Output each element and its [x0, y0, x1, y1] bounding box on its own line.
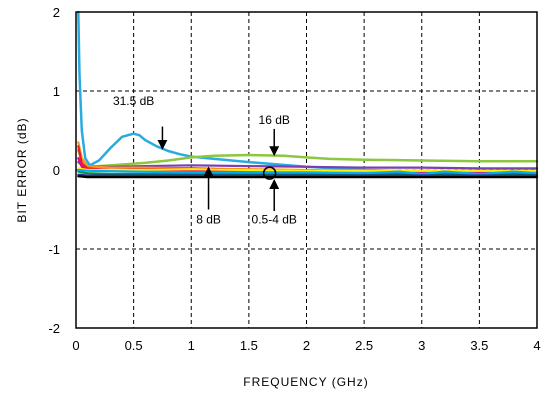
x-tick-label: 2	[303, 338, 310, 353]
y-axis-title: BIT ERROR (dB)	[15, 117, 29, 222]
y-tick-label: 2	[53, 5, 60, 20]
x-axis-title: FREQUENCY (GHz)	[243, 375, 368, 389]
frame-layer	[75, 11, 538, 329]
y-tick-label: -1	[48, 242, 60, 257]
x-tick-label: 3	[418, 338, 425, 353]
series-line	[77, 10, 539, 174]
x-tick-label: 4	[533, 338, 540, 353]
series-line	[77, 167, 539, 172]
series-line	[77, 149, 539, 169]
annotation-label: 0.5-4 dB	[252, 213, 297, 227]
annotation-label: 31.5 dB	[113, 94, 154, 108]
y-tick-label: -2	[48, 321, 60, 336]
tick-labels: 0 0.5 1 1.5 2 2.5 3 3.5 4 -2 -1 0 1 2	[48, 5, 540, 353]
y-tick-label: 0	[53, 163, 60, 178]
series-line	[77, 168, 539, 176]
annotation-label: 16 dB	[259, 113, 290, 127]
x-tick-label: 3.5	[470, 338, 488, 353]
x-tick-label: 1.5	[240, 338, 258, 353]
circle-marker	[262, 166, 277, 180]
series-line	[77, 175, 539, 179]
x-tick-label: 0	[72, 338, 79, 353]
annotation-label: 8 dB	[196, 213, 221, 227]
x-tick-label: 1	[188, 338, 195, 353]
series-line	[77, 173, 539, 177]
annotation-layer: 31.5 dB 16 dB 8 dB 0.5-4 dB	[113, 94, 297, 227]
y-tick-label: 1	[53, 84, 60, 99]
plot-frame	[75, 11, 538, 329]
x-tick-label: 2.5	[355, 338, 373, 353]
x-tick-label: 0.5	[125, 338, 143, 353]
series-layer	[77, 10, 539, 179]
